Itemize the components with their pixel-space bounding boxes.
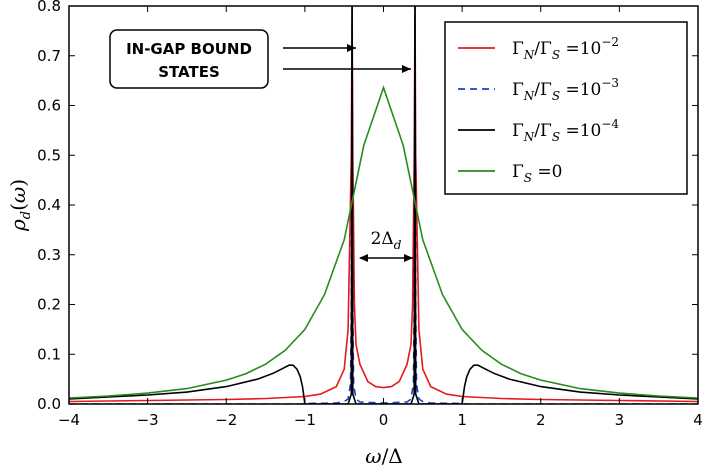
y-tick-label: 0.5 [37,146,61,164]
series-layer [69,6,698,404]
legend-box [444,21,688,195]
y-tick-label: 0.6 [37,97,61,115]
x-tick-label: −4 [58,411,80,429]
y-tick-label: 0.0 [37,395,61,413]
x-tick-label: 4 [693,411,703,429]
x-tick-label: −2 [215,411,237,429]
y-tick-label: 0.2 [37,296,61,314]
bound-states-box [109,29,269,89]
bound-states-line1: IN-GAP BOUND [126,40,252,58]
bound-states-annotation: IN-GAP BOUND STATES [109,29,411,89]
y-axis-title: ρd(ω) [6,179,34,232]
x-tick-label: 2 [536,411,546,429]
x-tick-label: 0 [379,411,389,429]
x-tick-label: −1 [294,411,316,429]
series-line-1 [69,6,698,403]
legend: ΓN/ΓS =10−2 ΓN/ΓS =10−3 ΓN/ΓS =10−4 ΓS =0 [444,21,688,195]
legend-label-1: ΓN/ΓS =10−2 [512,35,619,62]
y-tick-label: 0.7 [37,47,61,65]
legend-label-3: ΓN/ΓS =10−4 [512,117,619,144]
x-axis-title: ω/Δ [365,444,403,468]
legend-label-2: ΓN/ΓS =10−3 [512,76,619,103]
x-tick-label: −3 [137,411,159,429]
y-tick-label: 0.4 [37,196,61,214]
y-tick-label: 0.3 [37,246,61,264]
x-tick-label: 1 [457,411,467,429]
series-line-4 [69,85,698,399]
series-line-3 [69,6,698,404]
y-tick-label: 0.8 [37,0,61,15]
legend-label-4: ΓS =0 [512,162,563,185]
gap-label: 2Δd [371,229,402,252]
ticks-layer: −4 −3 −2 −1 0 1 2 3 4 0.0 0.1 0.2 0.3 0.4 0.5 0.6 0.7 0.8 [37,0,703,429]
bound-states-line2: STATES [158,63,220,81]
gap-annotation: 2Δd [359,229,413,262]
y-tick-label: 0.1 [37,345,61,363]
x-tick-label: 3 [615,411,625,429]
